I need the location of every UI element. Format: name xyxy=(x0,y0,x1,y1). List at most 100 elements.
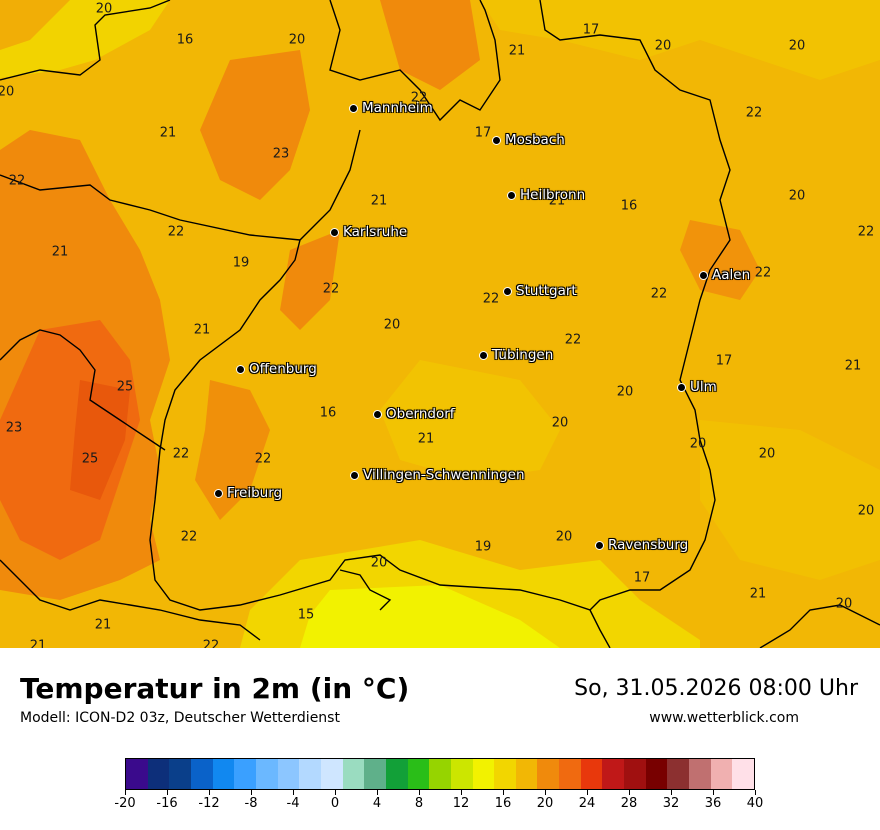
legend-tick xyxy=(167,790,168,795)
temperature-value: 15 xyxy=(297,607,315,623)
temperature-field xyxy=(0,0,880,648)
city-marker: Ulm xyxy=(677,379,717,395)
temperature-value: 21 xyxy=(370,193,388,209)
city-name: Mannheim xyxy=(362,100,433,116)
city-name: Villingen-Schwenningen xyxy=(363,467,525,483)
legend-tick xyxy=(503,790,504,795)
city-marker: Offenburg xyxy=(236,361,317,377)
city-dot-icon xyxy=(214,488,223,498)
legend-tick-label: -16 xyxy=(156,796,178,811)
temperature-value: 20 xyxy=(788,38,806,54)
model-info: Modell: ICON-D2 03z, Deutscher Wetterdie… xyxy=(20,710,340,726)
city-name: Mosbach xyxy=(505,132,565,148)
temperature-value: 20 xyxy=(857,503,875,519)
temperature-value: 22 xyxy=(322,281,340,297)
city-name: Stuttgart xyxy=(516,283,577,299)
legend-swatch xyxy=(320,759,343,789)
legend-swatch xyxy=(190,759,213,789)
legend-tick xyxy=(545,790,546,795)
temperature-value: 22 xyxy=(564,332,582,348)
legend-tick xyxy=(293,790,294,795)
temperature-value: 22 xyxy=(8,173,26,189)
temperature-value: 21 xyxy=(508,43,526,59)
legend-tick xyxy=(713,790,714,795)
temperature-value: 20 xyxy=(551,415,569,431)
temperature-value: 19 xyxy=(474,539,492,555)
legend-swatch xyxy=(147,759,170,789)
city-dot-icon xyxy=(236,364,245,374)
website-link[interactable]: www.wetterblick.com xyxy=(649,710,799,726)
city-dot-icon xyxy=(350,470,359,480)
temperature-value: 20 xyxy=(383,317,401,333)
legend-tick-label: 16 xyxy=(494,796,512,811)
city-marker: Stuttgart xyxy=(503,283,577,299)
temperature-value: 21 xyxy=(548,193,566,209)
temperature-value: 20 xyxy=(689,436,707,452)
city-marker: Villingen-Schwenningen xyxy=(350,467,525,483)
legend-tick xyxy=(419,790,420,795)
temperature-value: 25 xyxy=(81,451,99,467)
legend-swatch xyxy=(429,759,451,789)
city-dot-icon xyxy=(349,103,358,113)
temperature-value: 22 xyxy=(857,224,875,240)
legend-swatch xyxy=(580,759,603,789)
legend-tick xyxy=(251,790,252,795)
city-dot-icon xyxy=(479,350,488,360)
legend-swatch xyxy=(472,759,495,789)
legend-tick-labels: -20 -16 -12 -8 -4 0 4 8 12 16 20 24 28 32 36 40 xyxy=(114,790,763,820)
city-name: Offenburg xyxy=(249,361,317,377)
legend-tick-label: -12 xyxy=(198,796,220,811)
temperature-value: 22 xyxy=(202,638,220,649)
temperature-value: 17 xyxy=(474,125,492,141)
temperature-value: 22 xyxy=(180,529,198,545)
temperature-value: 22 xyxy=(482,291,500,307)
temperature-value: 22 xyxy=(745,105,763,121)
city-dot-icon xyxy=(330,227,339,237)
city-dot-icon xyxy=(699,270,708,280)
city-marker: Heilbronn xyxy=(507,187,585,203)
legend-swatch xyxy=(667,759,690,789)
legend-swatch xyxy=(385,759,408,789)
city-name: Aalen xyxy=(712,267,751,283)
city-marker: Mosbach xyxy=(492,132,565,148)
legend-swatch xyxy=(277,759,300,789)
legend-tick xyxy=(377,790,378,795)
legend-swatch xyxy=(624,759,646,789)
legend-swatch xyxy=(537,759,560,789)
legend-swatch xyxy=(255,759,278,789)
legend-tick xyxy=(125,790,126,795)
temperature-value: 16 xyxy=(620,198,638,214)
legend-swatch xyxy=(450,759,473,789)
legend-tick xyxy=(335,790,336,795)
legend-tick-label: 12 xyxy=(452,796,470,811)
legend-swatch xyxy=(299,759,321,789)
legend-tick xyxy=(755,790,756,795)
temperature-value: 20 xyxy=(758,446,776,462)
temperature-value: 19 xyxy=(232,255,250,271)
temperature-value: 21 xyxy=(417,431,435,447)
temperature-value: 22 xyxy=(172,446,190,462)
city-dot-icon xyxy=(503,286,512,296)
temperature-value: 21 xyxy=(51,244,69,260)
legend-swatch xyxy=(212,759,235,789)
city-name: Freiburg xyxy=(227,485,283,501)
temperature-value: 21 xyxy=(749,586,767,602)
temperature-value: 20 xyxy=(616,384,634,400)
temperature-value: 20 xyxy=(788,188,806,204)
city-marker: Mannheim xyxy=(349,100,433,116)
legend-tick xyxy=(629,790,630,795)
legend-swatch xyxy=(364,759,386,789)
temperature-value: 20 xyxy=(370,555,388,571)
temperature-value: 22 xyxy=(410,90,428,106)
map-title: Temperatur in 2m (in °C) xyxy=(20,672,410,705)
legend-swatch xyxy=(407,759,430,789)
temperature-value: 23 xyxy=(5,420,23,436)
legend-tick-label: -8 xyxy=(244,796,258,811)
temperature-value: 20 xyxy=(835,596,853,612)
temperature-value: 21 xyxy=(844,358,862,374)
city-dot-icon xyxy=(507,190,516,200)
city-marker: Tübingen xyxy=(479,347,553,363)
temperature-value: 22 xyxy=(650,286,668,302)
temperature-value: 20 xyxy=(555,529,573,545)
city-marker: Karlsruhe xyxy=(330,224,407,240)
